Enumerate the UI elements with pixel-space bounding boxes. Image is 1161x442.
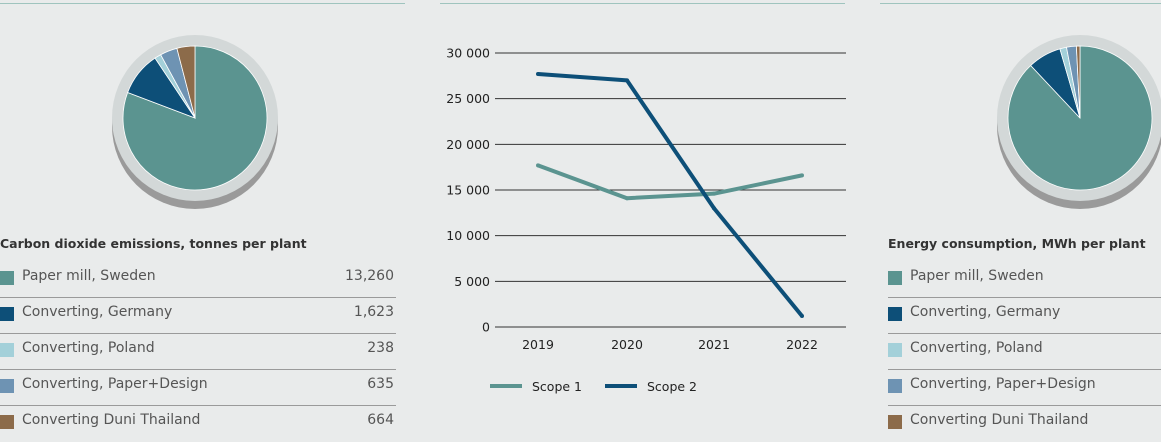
legend-label: Converting, Paper+Design bbox=[910, 376, 1096, 392]
y-tick-label: 25 000 bbox=[446, 91, 490, 106]
legend-label: Paper mill, Sweden bbox=[22, 268, 156, 284]
legend-row: Converting Duni Thailand 664 bbox=[0, 406, 396, 442]
legend-label: Scope 2 bbox=[647, 379, 697, 394]
y-tick-label: 5 000 bbox=[454, 274, 490, 289]
series-line bbox=[537, 72, 804, 318]
data-point bbox=[800, 173, 804, 178]
top-rule-middle bbox=[440, 3, 845, 4]
legend-swatch bbox=[888, 343, 902, 357]
x-tick-label: 2019 bbox=[522, 337, 554, 352]
legend-swatch bbox=[888, 379, 902, 393]
legend-label: Converting, Poland bbox=[22, 340, 155, 356]
data-point bbox=[800, 314, 804, 319]
data-point bbox=[712, 191, 716, 196]
legend-row: Converting, Poland bbox=[888, 334, 1161, 370]
series-line bbox=[537, 163, 803, 201]
data-point bbox=[536, 72, 540, 77]
y-tick-label: 10 000 bbox=[446, 228, 490, 243]
energy-legend-title: Energy consumption, MWh per plant bbox=[888, 236, 1146, 251]
legend-label: Converting, Poland bbox=[910, 340, 1043, 356]
legend-label: Converting, Paper+Design bbox=[22, 376, 208, 392]
legend-swatch bbox=[888, 415, 902, 429]
x-tick-label: 2020 bbox=[611, 337, 643, 352]
legend-value: 13,260 bbox=[345, 268, 394, 284]
energy-pie-chart bbox=[997, 35, 1161, 209]
pie-slice bbox=[176, 45, 196, 119]
data-point bbox=[625, 78, 629, 83]
legend-label: Converting Duni Thailand bbox=[910, 412, 1089, 428]
legend-value: 238 bbox=[367, 340, 394, 356]
legend-swatch bbox=[0, 343, 14, 357]
pie-slice bbox=[1075, 45, 1081, 119]
top-rule-right bbox=[880, 3, 1161, 4]
y-tick-label: 0 bbox=[482, 320, 490, 335]
legend-row: Converting, Poland 238 bbox=[0, 334, 396, 370]
legend-value: 635 bbox=[367, 376, 394, 392]
legend-value: 1,623 bbox=[353, 304, 394, 320]
co2-panel: Carbon dioxide emissions, tonnes per pla… bbox=[0, 0, 405, 429]
y-tick-label: 15 000 bbox=[446, 183, 490, 198]
legend-value: 664 bbox=[367, 412, 394, 428]
legend-label: Scope 1 bbox=[532, 379, 582, 394]
energy-panel: Energy consumption, MWh per plant Paper … bbox=[880, 0, 1161, 429]
co2-legend-title: Carbon dioxide emissions, tonnes per pla… bbox=[0, 236, 307, 251]
x-tick-label: 2022 bbox=[786, 337, 818, 352]
legend-label: Converting Duni Thailand bbox=[22, 412, 201, 428]
legend-label: Paper mill, Sweden bbox=[910, 268, 1044, 284]
legend-label: Converting, Germany bbox=[22, 304, 173, 320]
legend-swatch bbox=[0, 271, 14, 285]
legend-swatch bbox=[0, 415, 14, 429]
legend-row: Converting, Germany bbox=[888, 298, 1161, 334]
data-point bbox=[536, 163, 540, 168]
legend-row: Paper mill, Sweden bbox=[888, 262, 1161, 298]
data-point bbox=[625, 196, 629, 201]
legend-label: Converting, Germany bbox=[910, 304, 1061, 320]
legend-swatch bbox=[888, 307, 902, 321]
legend-row: Paper mill, Sweden 13,260 bbox=[0, 262, 396, 298]
legend-row: Converting, Germany 1,623 bbox=[0, 298, 396, 334]
legend-row: Converting, Paper+Design bbox=[888, 370, 1161, 406]
legend-swatch bbox=[888, 271, 902, 285]
legend-swatch bbox=[0, 379, 14, 393]
y-tick-label: 20 000 bbox=[446, 137, 490, 152]
data-point bbox=[712, 206, 716, 211]
y-tick-label: 30 000 bbox=[446, 46, 490, 61]
top-rule-left bbox=[0, 3, 405, 4]
x-tick-label: 2021 bbox=[698, 337, 730, 352]
legend-swatch bbox=[0, 307, 14, 321]
legend-row: Converting Duni Thailand bbox=[888, 406, 1161, 429]
scope-line-chart: 0 5 000 10 000 15 000 20 000 25 000 30 000 2019… bbox=[446, 46, 846, 394]
legend-row: Converting, Paper+Design 635 bbox=[0, 370, 396, 406]
co2-pie-chart bbox=[112, 35, 278, 209]
